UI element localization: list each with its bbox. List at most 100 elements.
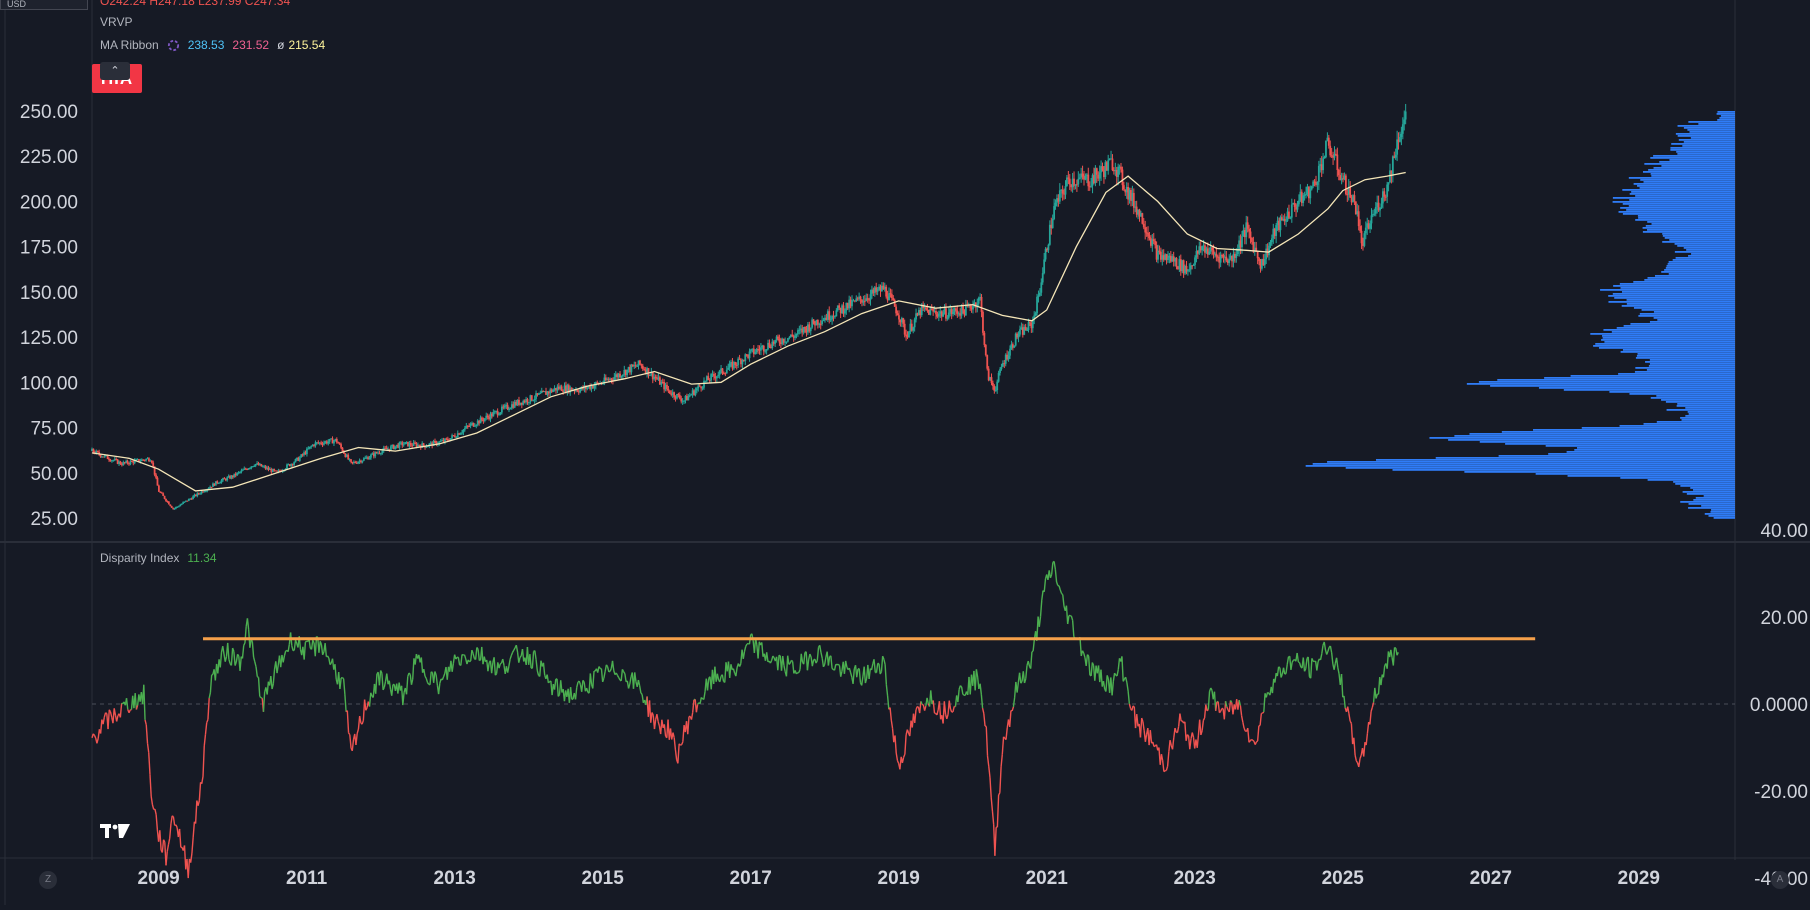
disparity-segment <box>1192 732 1193 737</box>
disparity-segment <box>152 805 153 810</box>
disparity-segment <box>962 687 963 694</box>
disparity-segment <box>722 675 723 682</box>
disparity-segment <box>387 674 388 685</box>
candle-body <box>998 373 1000 382</box>
disparity-segment <box>990 777 991 797</box>
disparity-segment <box>347 711 348 733</box>
volume-profile-bar <box>1670 149 1735 151</box>
volume-profile-bar <box>1620 425 1735 427</box>
volume-profile-bar <box>1376 459 1735 461</box>
time-tick-label: 2021 <box>1026 868 1069 889</box>
disparity-segment <box>403 693 404 706</box>
candle-body <box>1123 185 1125 189</box>
candle-body <box>1405 112 1407 120</box>
candle-body <box>972 306 974 310</box>
disparity-segment <box>335 664 336 679</box>
disparity-segment <box>1239 700 1240 705</box>
volume-profile-bar <box>1717 111 1735 113</box>
volume-profile-bar <box>1634 307 1735 309</box>
disparity-legend[interactable]: Disparity Index 11.34 <box>100 551 217 565</box>
volume-profile-bar <box>1662 241 1735 243</box>
disparity-segment <box>1322 645 1323 654</box>
disparity-segment <box>1287 657 1288 664</box>
volume-profile-bar <box>1642 309 1735 311</box>
disparity-segment <box>905 735 906 754</box>
candle-body <box>642 366 644 369</box>
disparity-segment <box>1224 701 1225 719</box>
candle-body <box>804 327 806 328</box>
ma-ribbon-legend[interactable]: MA Ribbon 238.53 231.52 ø 215.54 <box>100 38 325 52</box>
candle-body <box>794 335 796 338</box>
disparity-segment <box>1154 746 1155 747</box>
candle-body <box>834 316 836 317</box>
ohlc-values: O242.24 H247.18 L237.99 C247.34 <box>100 0 290 8</box>
disparity-segment <box>1071 616 1072 620</box>
candle-body <box>155 475 157 478</box>
candle-body <box>892 298 894 300</box>
disparity-segment <box>172 816 173 817</box>
disparity-segment <box>891 720 892 728</box>
volume-profile-bar <box>1614 297 1735 299</box>
disparity-segment <box>864 667 865 683</box>
auto-scale-button[interactable]: A <box>1771 871 1789 889</box>
disparity-segment <box>254 657 255 662</box>
disparity-segment <box>1221 708 1222 711</box>
disparity-segment <box>1243 722 1244 728</box>
disparity-segment <box>916 707 917 710</box>
candle-body <box>1285 221 1287 222</box>
disparity-segment <box>234 651 235 665</box>
volume-profile-bar <box>1429 437 1735 439</box>
volume-profile-bar <box>1647 221 1735 223</box>
disparity-segment <box>1284 668 1285 674</box>
candle-body <box>594 386 596 389</box>
disparity-segment <box>851 673 852 678</box>
candle-body <box>528 402 530 403</box>
candle-body <box>716 376 718 378</box>
disparity-segment <box>413 658 414 679</box>
candle-body <box>184 502 186 503</box>
disparity-segment <box>352 740 353 751</box>
volume-profile-bar <box>1677 403 1735 405</box>
volume-profile-bar <box>1705 513 1735 515</box>
disparity-segment <box>849 668 850 672</box>
disparity-segment <box>958 689 959 702</box>
volume-profile-bar <box>1691 137 1735 139</box>
disparity-segment <box>991 798 992 811</box>
disparity-segment <box>1251 739 1252 740</box>
disparity-segment <box>582 680 583 691</box>
disparity-segment <box>610 669 611 672</box>
price-tick-label: 25.00 <box>30 509 78 530</box>
disparity-segment <box>700 697 701 703</box>
disparity-segment <box>1004 737 1005 738</box>
candle-body <box>1038 296 1040 297</box>
disparity-segment <box>997 795 998 827</box>
volume-profile-bar <box>1693 499 1735 501</box>
volume-profile-bar <box>1666 401 1735 403</box>
candle-body <box>626 370 628 375</box>
candle-body <box>717 375 719 376</box>
disparity-segment <box>245 627 246 643</box>
candle-body <box>1247 222 1249 228</box>
zoom-button[interactable]: Z <box>39 871 57 889</box>
candle-body <box>611 378 613 379</box>
candle-body <box>1358 211 1360 226</box>
volume-profile-bar <box>1649 365 1735 367</box>
candle-body <box>938 314 940 317</box>
disparity-segment <box>1013 697 1014 707</box>
disparity-segment <box>171 816 172 824</box>
disparity-segment <box>617 675 618 677</box>
candle-body <box>531 395 533 400</box>
candle-body <box>724 373 726 374</box>
vrvp-legend[interactable]: VRVP <box>100 15 132 29</box>
chevron-up-icon[interactable]: ⌃ <box>100 62 130 80</box>
symbol-selector[interactable]: USD <box>0 0 88 10</box>
disparity-segment <box>1161 754 1162 760</box>
candle-body <box>474 426 476 427</box>
candle-body <box>749 351 751 358</box>
candle-body <box>1305 194 1307 195</box>
settings-loop-icon[interactable] <box>167 39 180 52</box>
disparity-segment <box>933 700 934 713</box>
disparity-segment <box>717 674 718 681</box>
candle-body <box>857 298 859 299</box>
